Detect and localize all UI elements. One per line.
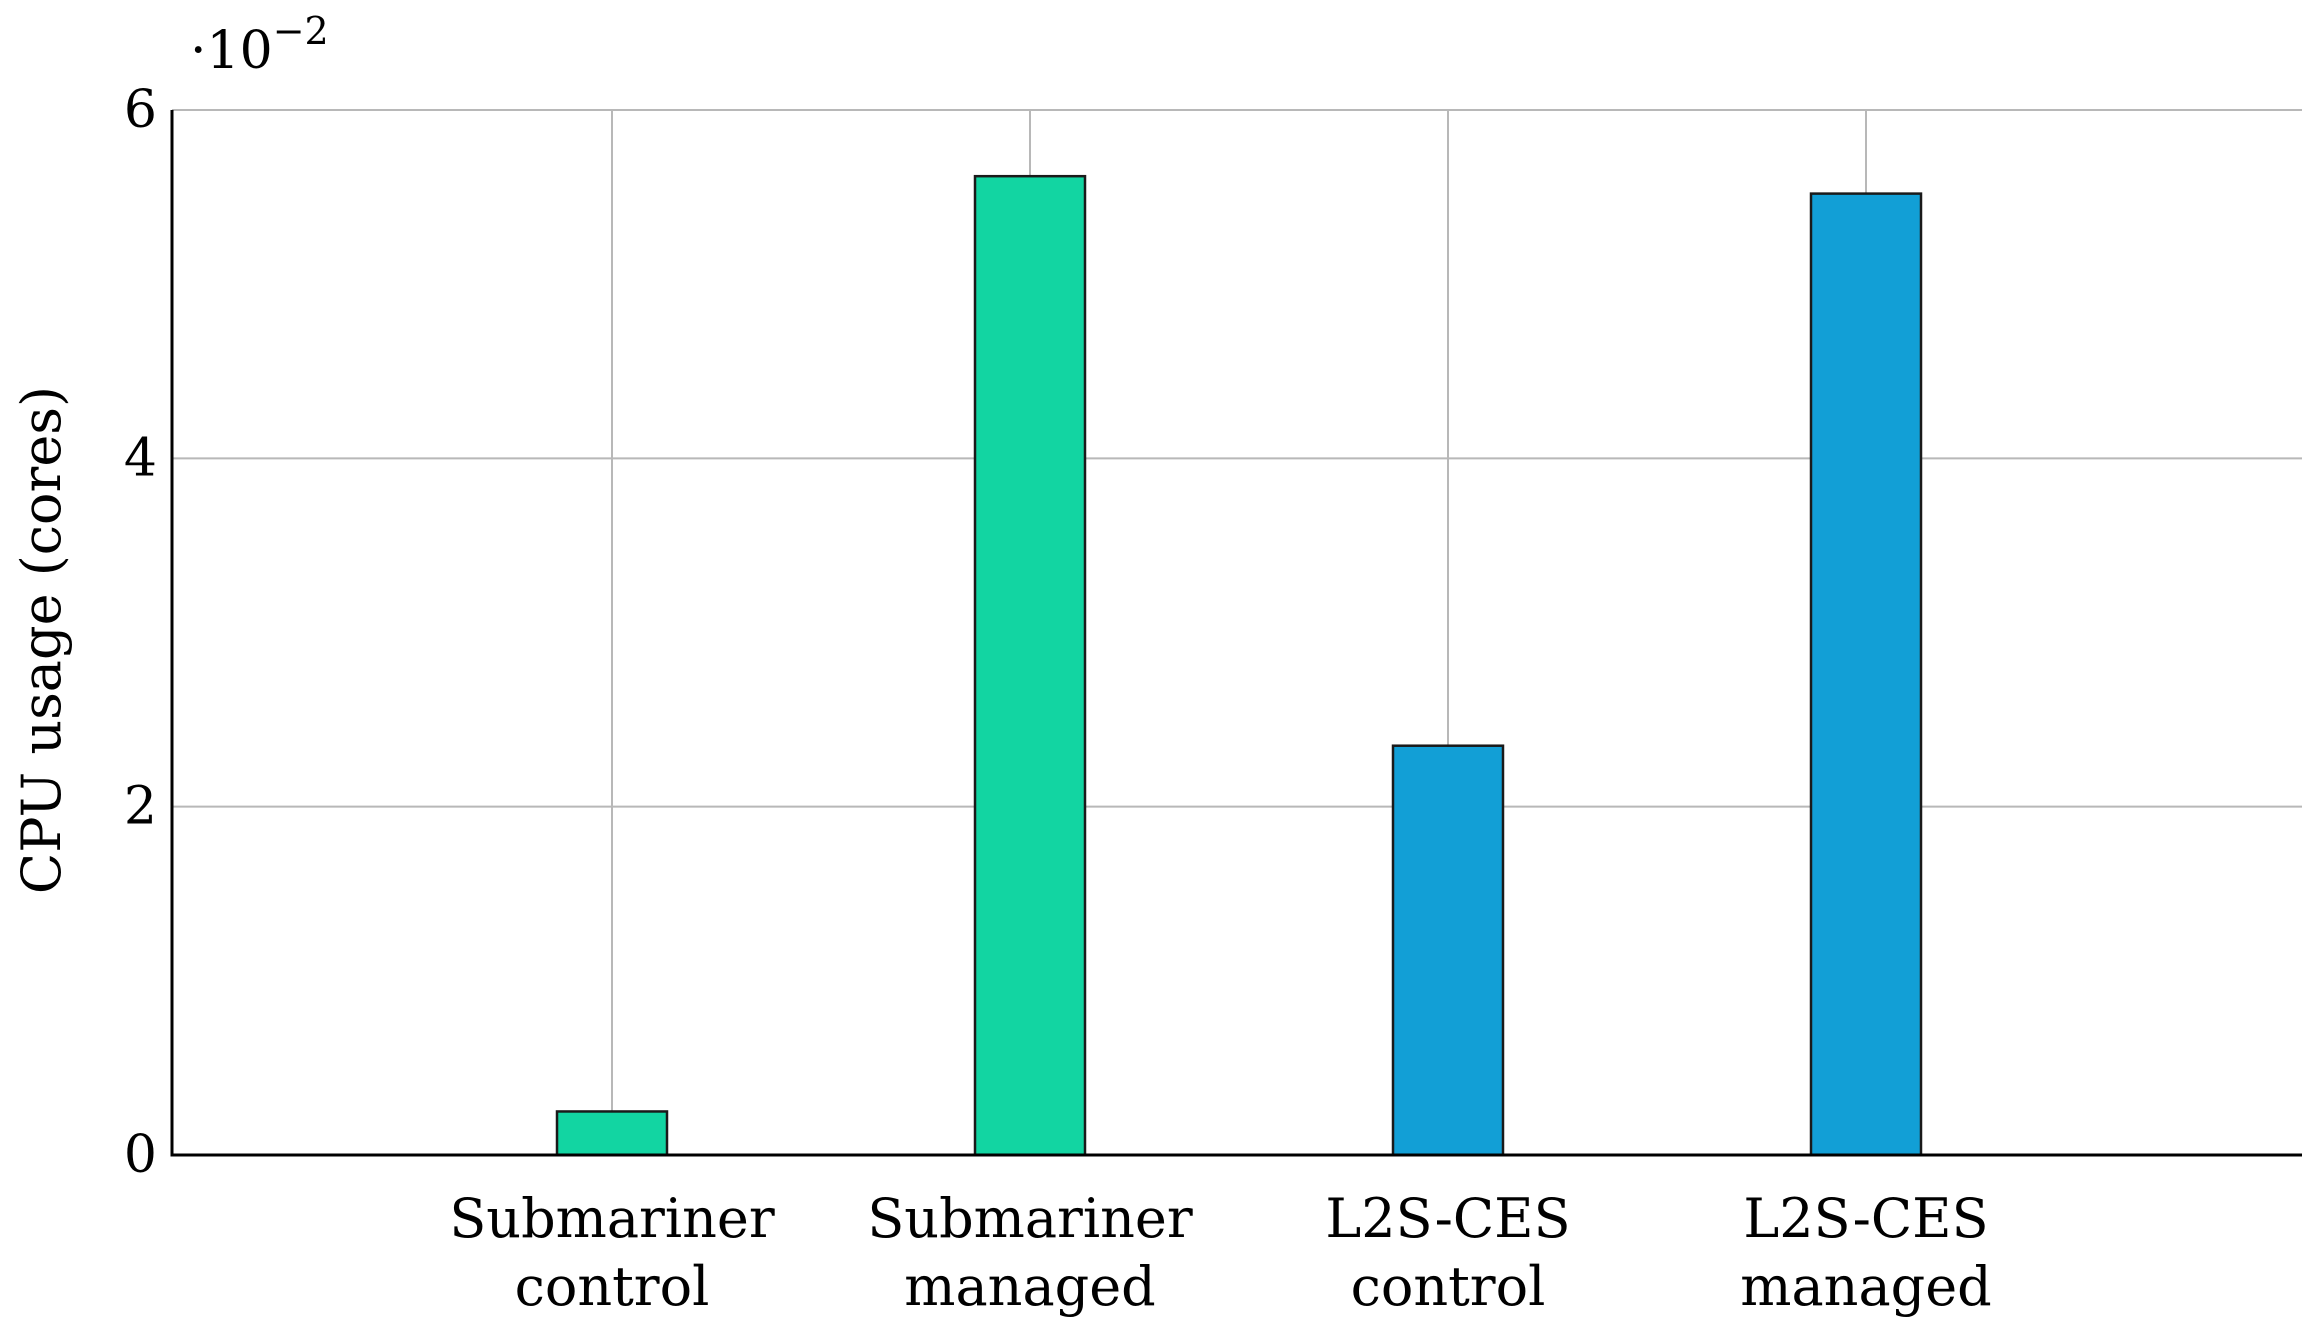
scale-exponent: −2 — [273, 9, 329, 53]
axes — [170, 110, 2302, 1157]
x-category-label-line: control — [515, 1255, 710, 1318]
y-tick-labels: 0 2 4 6 — [124, 80, 157, 1185]
x-category-label-line: L2S-CES — [1743, 1187, 1988, 1250]
y-scale-factor: ·10−2 — [190, 9, 329, 81]
y-axis-title: CPU usage (cores) — [10, 386, 73, 894]
y-tick-label: 0 — [124, 1125, 157, 1185]
x-category-label-line: Submariner — [867, 1187, 1193, 1250]
scale-base: ·10 — [190, 21, 273, 81]
x-category-label-line: L2S-CES — [1325, 1187, 1570, 1250]
bar — [555, 1110, 669, 1157]
bar — [1809, 192, 1923, 1157]
y-tick-label: 6 — [124, 80, 157, 140]
x-category-label-line: managed — [904, 1255, 1155, 1318]
x-category-label-line: control — [1351, 1255, 1546, 1318]
x-category-label-line: managed — [1740, 1255, 1991, 1318]
x-category-label: L2S-CES managed — [1740, 1187, 1991, 1318]
x-category-label: Submariner control — [449, 1187, 775, 1318]
bars — [555, 174, 1923, 1157]
bar — [973, 174, 1087, 1157]
grid-lines — [172, 109, 2302, 1155]
bar — [1391, 744, 1505, 1157]
x-category-label-line: Submariner — [449, 1187, 775, 1250]
y-tick-label: 4 — [124, 428, 157, 488]
y-tick-label: 2 — [124, 777, 157, 837]
x-category-label: Submariner managed — [867, 1187, 1193, 1318]
x-category-label: L2S-CES control — [1325, 1187, 1570, 1318]
